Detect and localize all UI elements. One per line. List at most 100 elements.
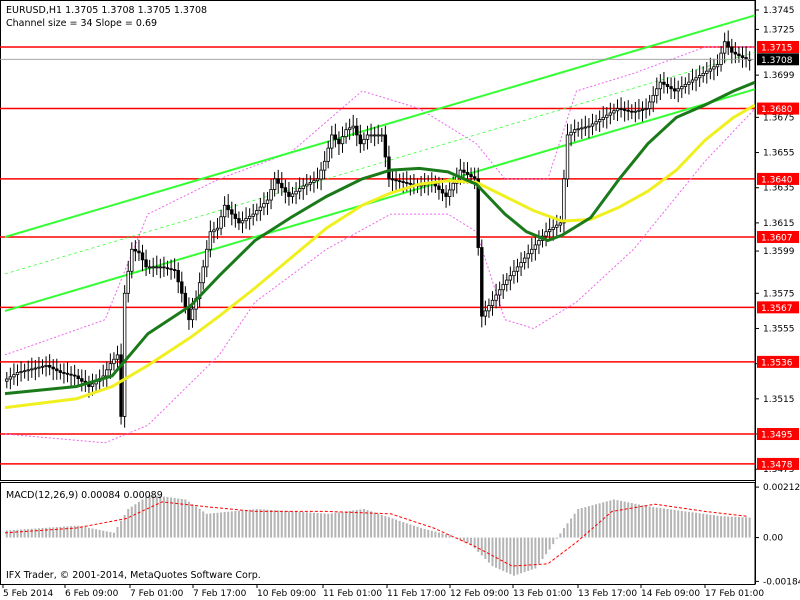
candle-body[interactable] <box>633 110 638 113</box>
candle-body[interactable] <box>80 378 84 382</box>
candle-body[interactable] <box>287 191 291 197</box>
candle-body[interactable] <box>76 375 80 380</box>
candle-body[interactable] <box>530 248 534 255</box>
candle-body[interactable] <box>565 134 570 180</box>
candle-body[interactable] <box>358 134 363 145</box>
candle-body[interactable] <box>176 270 180 283</box>
candle-body[interactable] <box>512 270 516 277</box>
candle-body[interactable] <box>558 222 563 226</box>
candle-body[interactable] <box>72 374 77 377</box>
candle-body[interactable] <box>462 169 466 173</box>
candle-body[interactable] <box>30 368 34 371</box>
candle-body[interactable] <box>40 365 45 368</box>
candle-body[interactable] <box>90 383 95 387</box>
candle-body[interactable] <box>619 108 623 110</box>
candle-body[interactable] <box>662 81 666 85</box>
candle-body[interactable] <box>58 370 63 373</box>
candle-body[interactable] <box>487 305 491 312</box>
candle-body[interactable] <box>344 129 348 138</box>
candle-body[interactable] <box>119 354 123 417</box>
candle-body[interactable] <box>697 75 702 79</box>
candle-body[interactable] <box>165 267 170 270</box>
candle-body[interactable] <box>472 176 477 180</box>
candle-body[interactable] <box>133 248 138 252</box>
candle-body[interactable] <box>712 66 716 70</box>
candle-body[interactable] <box>130 248 134 272</box>
candle-body[interactable] <box>326 147 330 162</box>
candle-body[interactable] <box>730 46 734 53</box>
candle-body[interactable] <box>612 110 616 114</box>
candle-body[interactable] <box>694 77 698 81</box>
ma-slow-line[interactable] <box>4 103 756 410</box>
candle-body[interactable] <box>347 127 352 131</box>
candle-body[interactable] <box>12 374 16 378</box>
candle-body[interactable] <box>580 127 584 130</box>
candle-body[interactable] <box>180 281 184 294</box>
candle-body[interactable] <box>687 81 691 85</box>
candle-body[interactable] <box>733 51 738 55</box>
candle-body[interactable] <box>219 216 223 229</box>
candle-body[interactable] <box>233 213 238 219</box>
candle-body[interactable] <box>172 269 177 271</box>
candle-body[interactable] <box>508 275 513 281</box>
candle-body[interactable] <box>262 203 266 208</box>
candle-body[interactable] <box>387 156 391 180</box>
candle-body[interactable] <box>369 134 373 137</box>
candle-body[interactable] <box>19 371 23 373</box>
candle-body[interactable] <box>322 160 327 171</box>
candle-body[interactable] <box>258 206 263 211</box>
candle-body[interactable] <box>658 81 663 90</box>
candle-body[interactable] <box>365 134 370 140</box>
candle-body[interactable] <box>501 284 505 291</box>
candle-body[interactable] <box>390 178 395 181</box>
candle-body[interactable] <box>215 227 220 231</box>
channel-upper-line[interactable] <box>4 14 756 238</box>
candle-body[interactable] <box>308 182 313 185</box>
candle-body[interactable] <box>212 229 216 233</box>
candle-body[interactable] <box>372 134 377 137</box>
candle-body[interactable] <box>630 110 634 113</box>
candle-body[interactable] <box>155 266 159 269</box>
candle-body[interactable] <box>126 270 130 294</box>
candle-body[interactable] <box>672 88 677 92</box>
candle-body[interactable] <box>51 366 55 370</box>
candle-body[interactable] <box>615 108 620 112</box>
candle-body[interactable] <box>665 83 670 87</box>
candle-body[interactable] <box>497 289 502 296</box>
candle-body[interactable] <box>490 299 495 306</box>
candle-body[interactable] <box>5 378 9 382</box>
candle-body[interactable] <box>297 188 302 192</box>
candle-body[interactable] <box>708 68 713 72</box>
candle-body[interactable] <box>183 292 188 307</box>
candle-body[interactable] <box>626 109 630 112</box>
candle-body[interactable] <box>587 125 591 128</box>
candle-body[interactable] <box>583 126 588 129</box>
candle-body[interactable] <box>669 86 673 90</box>
candle-body[interactable] <box>312 180 316 183</box>
ma-fast-line[interactable] <box>4 80 756 396</box>
candle-body[interactable] <box>719 52 723 65</box>
candle-body[interactable] <box>705 70 709 74</box>
candle-body[interactable] <box>647 101 652 109</box>
candle-body[interactable] <box>444 192 448 197</box>
candle-body[interactable] <box>655 88 659 96</box>
candle-body[interactable] <box>505 279 509 285</box>
candle-body[interactable] <box>147 266 152 269</box>
candle-body[interactable] <box>62 372 66 374</box>
candle-body[interactable] <box>383 134 388 158</box>
candle-body[interactable] <box>476 178 480 248</box>
candle-body[interactable] <box>112 358 116 365</box>
candle-body[interactable] <box>244 218 248 222</box>
candle-body[interactable] <box>294 190 298 195</box>
candle-body[interactable] <box>230 209 234 215</box>
candle-body[interactable] <box>394 179 398 182</box>
candle-body[interactable] <box>740 55 745 58</box>
candle-body[interactable] <box>526 253 530 259</box>
candle-body[interactable] <box>283 187 288 193</box>
candle-body[interactable] <box>594 121 598 125</box>
candle-body[interactable] <box>301 185 305 190</box>
candle-body[interactable] <box>469 174 473 178</box>
candle-body[interactable] <box>276 178 280 184</box>
candle-body[interactable] <box>737 53 741 57</box>
